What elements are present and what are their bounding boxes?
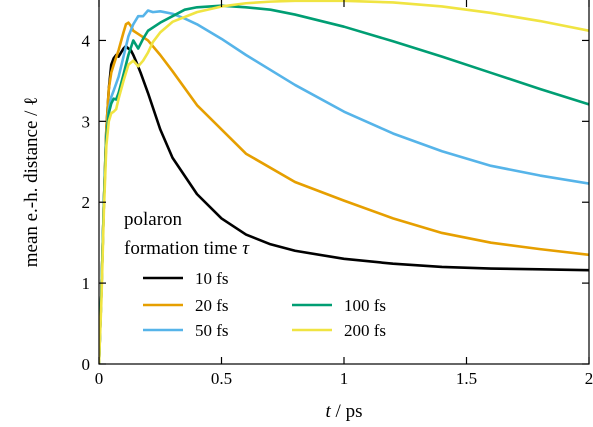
x-tick-label-1: 0.5 <box>211 369 232 388</box>
series-line-4 <box>99 4 589 364</box>
y-tick-label-4: 4 <box>82 31 91 50</box>
x-axis-label-unit: / ps <box>331 401 363 422</box>
axis-ticks: 0 0.5 1 1.5 2 0 1 2 3 4 <box>82 0 593 388</box>
y-tick-label-1: 1 <box>82 274 91 293</box>
legend-label-2: 20 fs <box>195 296 229 315</box>
legend-entries: 10 fs 20 fs 50 fs 100 fs 200 fs <box>143 269 386 340</box>
series-line-5 <box>99 0 589 364</box>
legend-label-3: 50 fs <box>195 321 229 340</box>
y-tick-label-3: 3 <box>82 112 91 131</box>
series-line-1 <box>99 44 589 364</box>
x-tick-label-4: 2 <box>585 369 593 388</box>
y-tick-label-2: 2 <box>82 193 91 212</box>
legend-title-symbol: τ <box>242 238 250 259</box>
legend-title-line1: polaron <box>124 209 183 230</box>
legend-label-1: 10 fs <box>195 269 229 288</box>
x-tick-label-3: 1.5 <box>456 369 477 388</box>
legend-title-text: formation time <box>124 238 242 259</box>
x-axis-label-symbol: t <box>326 401 332 422</box>
series-layer <box>99 0 589 364</box>
legend: polaron formation time τ 10 fs 20 fs 50 fs… <box>124 209 386 340</box>
legend-label-4: 100 fs <box>344 296 386 315</box>
x-tick-label-0: 0 <box>95 369 104 388</box>
x-tick-label-2: 1 <box>340 369 349 388</box>
legend-title-line2: formation time τ <box>124 238 250 259</box>
y-tick-label-0: 0 <box>82 355 91 374</box>
series-line-2 <box>99 21 589 364</box>
y-axis-label: mean e.-h. distance / ℓ <box>21 97 42 268</box>
legend-label-5: 200 fs <box>344 321 386 340</box>
x-axis-label: t / ps <box>326 401 363 422</box>
